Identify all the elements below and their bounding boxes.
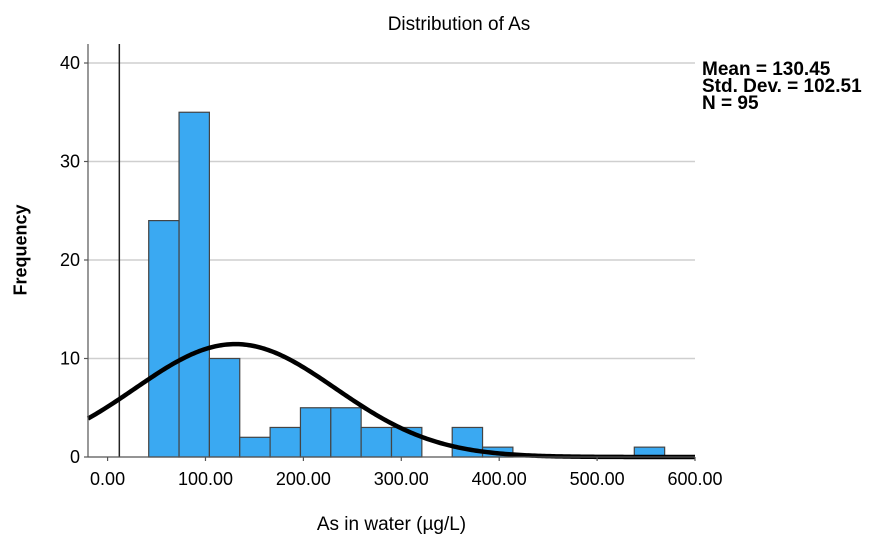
histogram-bar	[148, 220, 180, 458]
statistics-legend: Mean = 130.45 Std. Dev. = 102.51 N = 95	[702, 59, 862, 114]
x-tick-label: 400.00	[472, 469, 527, 489]
histogram-bar	[330, 407, 362, 458]
x-tick-label: 600.00	[667, 469, 722, 489]
x-tick-label: 200.00	[276, 469, 331, 489]
x-axis-label: As in water (µg/L)	[316, 514, 467, 535]
x-tick-label: 500.00	[570, 469, 625, 489]
n-label: N = 95	[702, 93, 759, 114]
histogram-bars	[148, 111, 666, 458]
y-tick-label: 40	[60, 53, 80, 73]
histogram-bar	[178, 111, 211, 458]
chart-title: Distribution of As	[387, 14, 531, 35]
histogram-bar	[208, 357, 241, 458]
std-dev-label: Std. Dev. = 102.51	[702, 76, 862, 97]
x-tick-label: 0.00	[90, 469, 125, 489]
y-tick-label: 10	[60, 349, 80, 369]
mean-label: Mean = 130.45	[702, 59, 831, 80]
y-tick-label: 30	[60, 152, 80, 172]
histogram-bar	[299, 407, 332, 458]
histogram-bar	[360, 426, 393, 458]
axes	[84, 44, 696, 461]
y-tick-label: 20	[60, 250, 80, 270]
y-tick-label: 0	[70, 447, 80, 467]
x-tick-label: 100.00	[178, 469, 233, 489]
histogram-bar	[269, 426, 302, 458]
x-tick-label: 300.00	[374, 469, 429, 489]
histogram-bar	[239, 436, 271, 458]
